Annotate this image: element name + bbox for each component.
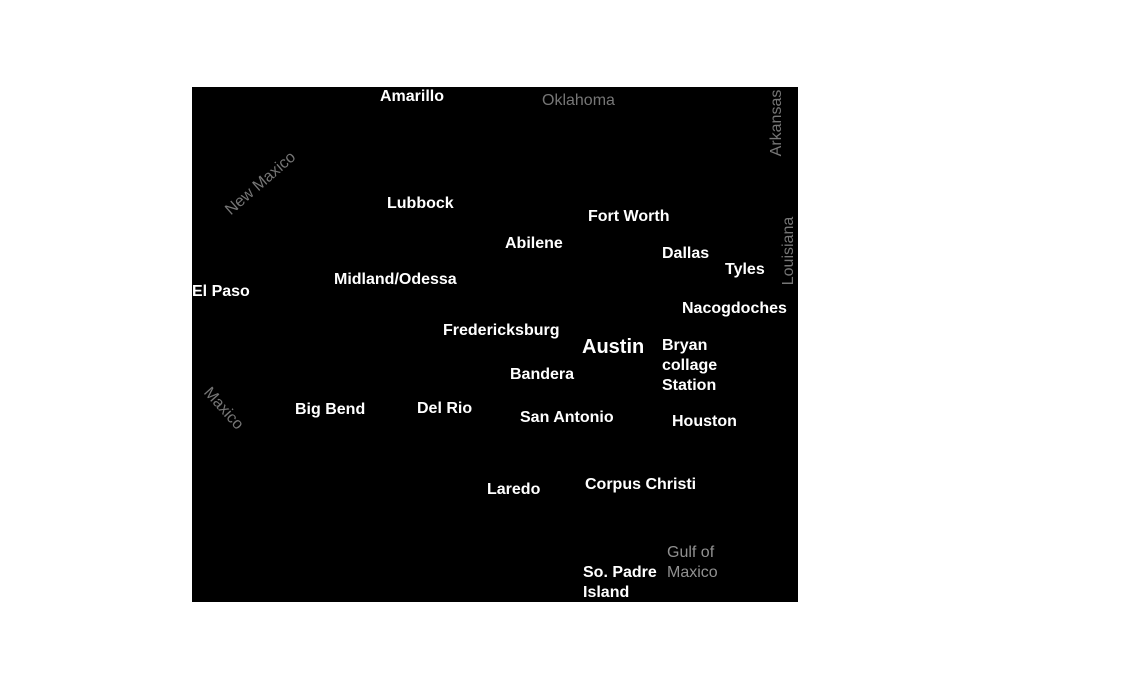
city-label-houston: Houston — [672, 413, 737, 430]
city-label-midland-odessa: Midland/Odessa — [334, 271, 457, 288]
city-label-san-antonio: San Antonio — [520, 409, 614, 426]
city-label-so-padre-island: So. Padre Island — [583, 564, 657, 601]
neighbor-label-new-maxico: New Maxico — [222, 148, 300, 219]
neighbor-label-louisiana: Louisiana — [780, 216, 797, 286]
city-label-fort-worth: Fort Worth — [588, 208, 670, 225]
neighbor-label-arkansas: Arkansas — [768, 89, 785, 157]
city-label-fredericksburg: Fredericksburg — [443, 322, 560, 339]
city-label-abilene: Abilene — [505, 235, 563, 252]
city-label-lubbock: Lubbock — [387, 195, 454, 212]
city-label-laredo: Laredo — [487, 481, 541, 498]
city-label-amarillo: Amarillo — [380, 88, 445, 105]
city-label-austin: Austin — [582, 336, 645, 358]
texas-map: Amarillo Lubbock Fort Worth Abilene Dall… — [192, 87, 798, 602]
city-label-bandera: Bandera — [510, 366, 575, 383]
city-label-dallas: Dallas — [662, 245, 710, 262]
city-label-corpus-christi: Corpus Christi — [585, 476, 697, 493]
city-label-nacogdoches: Nacogdoches — [682, 300, 787, 317]
city-label-big-bend: Big Bend — [295, 401, 366, 418]
city-label-tyles: Tyles — [725, 261, 765, 278]
city-label-bryan-collage-station: Bryan collage Station — [662, 337, 718, 394]
water-label-gulf-of-maxico: Gulf of Maxico — [667, 544, 718, 581]
city-label-del-rio: Del Rio — [417, 400, 473, 417]
city-label-el-paso: El Paso — [192, 283, 250, 300]
neighbor-label-maxico: Maxico — [200, 384, 247, 434]
neighbor-label-oklahoma: Oklahoma — [542, 92, 615, 109]
